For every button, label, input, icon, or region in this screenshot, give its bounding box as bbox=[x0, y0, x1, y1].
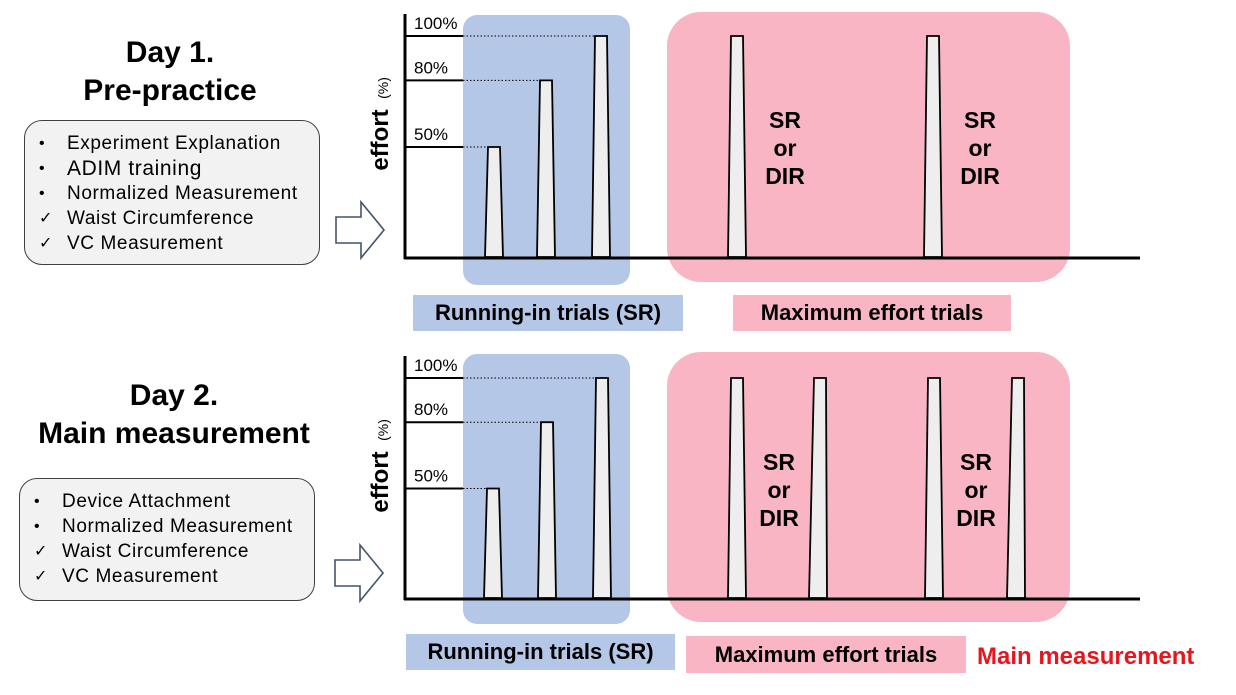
trial-annotation: or bbox=[768, 477, 791, 503]
running-in-bar bbox=[592, 377, 612, 599]
main-measurement-label: Main measurement bbox=[977, 643, 1195, 670]
day2-title: Day 2. Main measurement bbox=[14, 377, 334, 453]
max-effort-bar bbox=[923, 35, 943, 258]
day1-title-line2: Pre-practice bbox=[83, 74, 257, 107]
max-effort-bar bbox=[1006, 377, 1026, 599]
checkmark-icon: ✓ bbox=[39, 235, 54, 252]
checkmark-icon: ✓ bbox=[39, 210, 54, 227]
day1-running-label: Running-in trials (SR) bbox=[413, 295, 683, 331]
day2-title-line2: Main measurement bbox=[38, 417, 310, 450]
trial-annotation: SR bbox=[964, 107, 996, 133]
tick-label: 50% bbox=[414, 467, 448, 486]
y-axis-label: effort bbox=[367, 451, 394, 512]
bullet-icon: • bbox=[39, 135, 46, 152]
day2-running-label: Running-in trials (SR) bbox=[406, 634, 675, 670]
tick-label: 80% bbox=[414, 400, 448, 419]
checklist-item: • ADIM training bbox=[35, 156, 311, 181]
tick-label: 50% bbox=[414, 125, 448, 144]
running-in-bar bbox=[537, 421, 557, 599]
bullet-icon: • bbox=[39, 160, 46, 177]
day2-checklist: • Device Attachment • Normalized Measureme… bbox=[19, 478, 315, 601]
y-axis-label: effort bbox=[367, 109, 394, 170]
checklist-item: ✓ Waist Circumference bbox=[30, 539, 306, 564]
trial-annotation: or bbox=[965, 477, 988, 503]
checkmark-icon: ✓ bbox=[34, 568, 49, 585]
checklist-item-text: Experiment Explanation bbox=[67, 133, 281, 154]
max-effort-bar bbox=[808, 377, 828, 599]
checklist-item-text: Normalized Measurement bbox=[67, 183, 298, 204]
bullet-icon: • bbox=[39, 185, 46, 202]
running-in-bar bbox=[591, 35, 611, 258]
max-effort-bar bbox=[727, 35, 747, 258]
checklist-item-text: Waist Circumference bbox=[67, 208, 255, 229]
checklist-item: • Normalized Measurement bbox=[30, 514, 306, 539]
trial-annotation: DIR bbox=[765, 163, 805, 189]
trial-annotation: or bbox=[774, 135, 797, 161]
running-label-text: Running-in trials (SR) bbox=[427, 639, 654, 664]
checklist-item-text: Waist Circumference bbox=[62, 541, 250, 562]
day2-title-line1: Day 2. bbox=[129, 379, 219, 412]
bullet-icon: • bbox=[34, 493, 41, 510]
maximum-effort-region bbox=[667, 12, 1070, 282]
maximum-effort-region bbox=[667, 352, 1070, 622]
checklist-item: ✓ VC Measurement bbox=[35, 231, 311, 256]
max-effort-bar bbox=[727, 377, 747, 599]
trial-annotation: DIR bbox=[956, 505, 996, 531]
day2-arrow-icon bbox=[334, 542, 385, 604]
trial-annotation: SR bbox=[769, 107, 801, 133]
checklist-item: • Device Attachment bbox=[30, 489, 306, 514]
trial-annotation: DIR bbox=[759, 505, 799, 531]
checklist-item-text: VC Measurement bbox=[67, 233, 224, 254]
day1-arrow-icon bbox=[335, 199, 386, 261]
day1-checklist: • Experiment Explanation • ADIM training •… bbox=[24, 120, 320, 265]
tick-label: 100% bbox=[414, 356, 457, 375]
max-label-text: Maximum effort trials bbox=[714, 641, 938, 667]
trial-annotation: DIR bbox=[960, 163, 1000, 189]
checklist-item-text: VC Measurement bbox=[62, 566, 219, 587]
bullet-icon: • bbox=[34, 518, 41, 535]
max-label-text: Maximum effort trials bbox=[760, 300, 984, 325]
tick-label: 100% bbox=[414, 14, 457, 33]
checklist-item: ✓ Waist Circumference bbox=[35, 206, 311, 231]
day2-max-label: Maximum effort trials bbox=[686, 636, 966, 673]
tick-label: 80% bbox=[414, 58, 448, 77]
checklist-item: • Experiment Explanation bbox=[35, 131, 311, 156]
checklist-item: ✓ VC Measurement bbox=[30, 564, 306, 589]
trial-annotation: SR bbox=[763, 449, 795, 475]
running-in-bar bbox=[483, 487, 503, 599]
y-axis-unit: (%) bbox=[375, 419, 391, 441]
y-axis-unit: (%) bbox=[375, 77, 391, 99]
trial-annotation: or bbox=[969, 135, 992, 161]
max-effort-bar bbox=[924, 377, 944, 599]
day1-max-label: Maximum effort trials bbox=[733, 295, 1011, 331]
checklist-item-text: Device Attachment bbox=[62, 491, 231, 512]
day1-title-line1: Day 1. bbox=[125, 36, 215, 69]
checklist-item-text: Normalized Measurement bbox=[62, 516, 293, 537]
trial-annotation: SR bbox=[960, 449, 992, 475]
day1-title: Day 1. Pre-practice bbox=[60, 34, 280, 110]
running-in-bar bbox=[484, 146, 504, 258]
running-in-bar bbox=[536, 79, 556, 258]
running-label-text: Running-in trials (SR) bbox=[434, 300, 662, 325]
checkmark-icon: ✓ bbox=[34, 543, 49, 560]
checklist-item-text: ADIM training bbox=[67, 157, 203, 180]
checklist-item: • Normalized Measurement bbox=[35, 181, 311, 206]
